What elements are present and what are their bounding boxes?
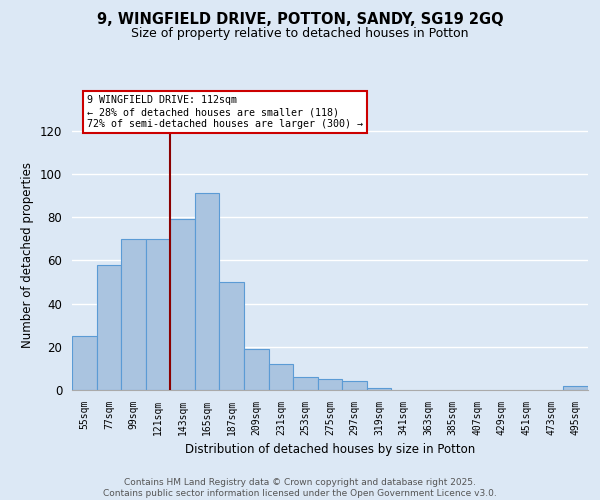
Bar: [244, 349, 269, 390]
Bar: [342, 382, 367, 390]
Bar: [220, 282, 244, 390]
Bar: [170, 220, 195, 390]
Text: Size of property relative to detached houses in Potton: Size of property relative to detached ho…: [131, 28, 469, 40]
Bar: [269, 364, 293, 390]
Bar: [195, 194, 220, 390]
Text: Contains HM Land Registry data © Crown copyright and database right 2025.
Contai: Contains HM Land Registry data © Crown c…: [103, 478, 497, 498]
Text: 9, WINGFIELD DRIVE, POTTON, SANDY, SG19 2GQ: 9, WINGFIELD DRIVE, POTTON, SANDY, SG19 …: [97, 12, 503, 28]
Bar: [563, 386, 588, 390]
X-axis label: Distribution of detached houses by size in Potton: Distribution of detached houses by size …: [185, 444, 475, 456]
Bar: [318, 379, 342, 390]
Bar: [72, 336, 97, 390]
Text: 9 WINGFIELD DRIVE: 112sqm
← 28% of detached houses are smaller (118)
72% of semi: 9 WINGFIELD DRIVE: 112sqm ← 28% of detac…: [87, 96, 363, 128]
Bar: [146, 239, 170, 390]
Y-axis label: Number of detached properties: Number of detached properties: [22, 162, 34, 348]
Bar: [293, 377, 318, 390]
Bar: [367, 388, 391, 390]
Bar: [121, 239, 146, 390]
Bar: [97, 264, 121, 390]
